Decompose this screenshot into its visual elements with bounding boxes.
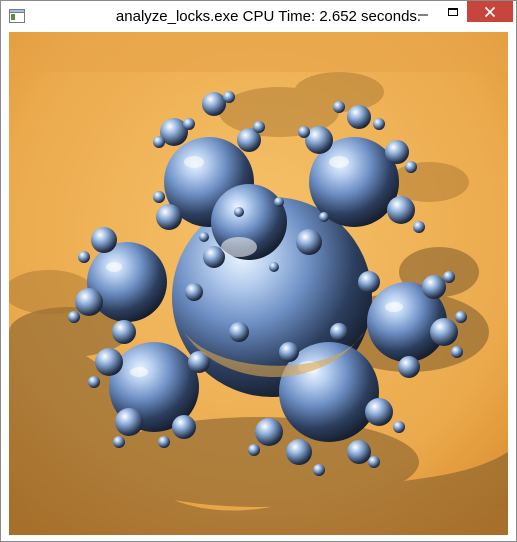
minimize-button[interactable] (409, 1, 437, 22)
maximize-button[interactable] (439, 1, 467, 22)
maximize-icon (447, 6, 459, 18)
render-canvas[interactable] (9, 32, 508, 535)
close-button[interactable] (467, 1, 513, 22)
title-bar[interactable]: analyze_locks.exe CPU Time: 2.652 second… (1, 1, 516, 31)
minimize-icon (417, 6, 429, 18)
close-icon (484, 6, 496, 18)
fractal-render (9, 32, 508, 535)
